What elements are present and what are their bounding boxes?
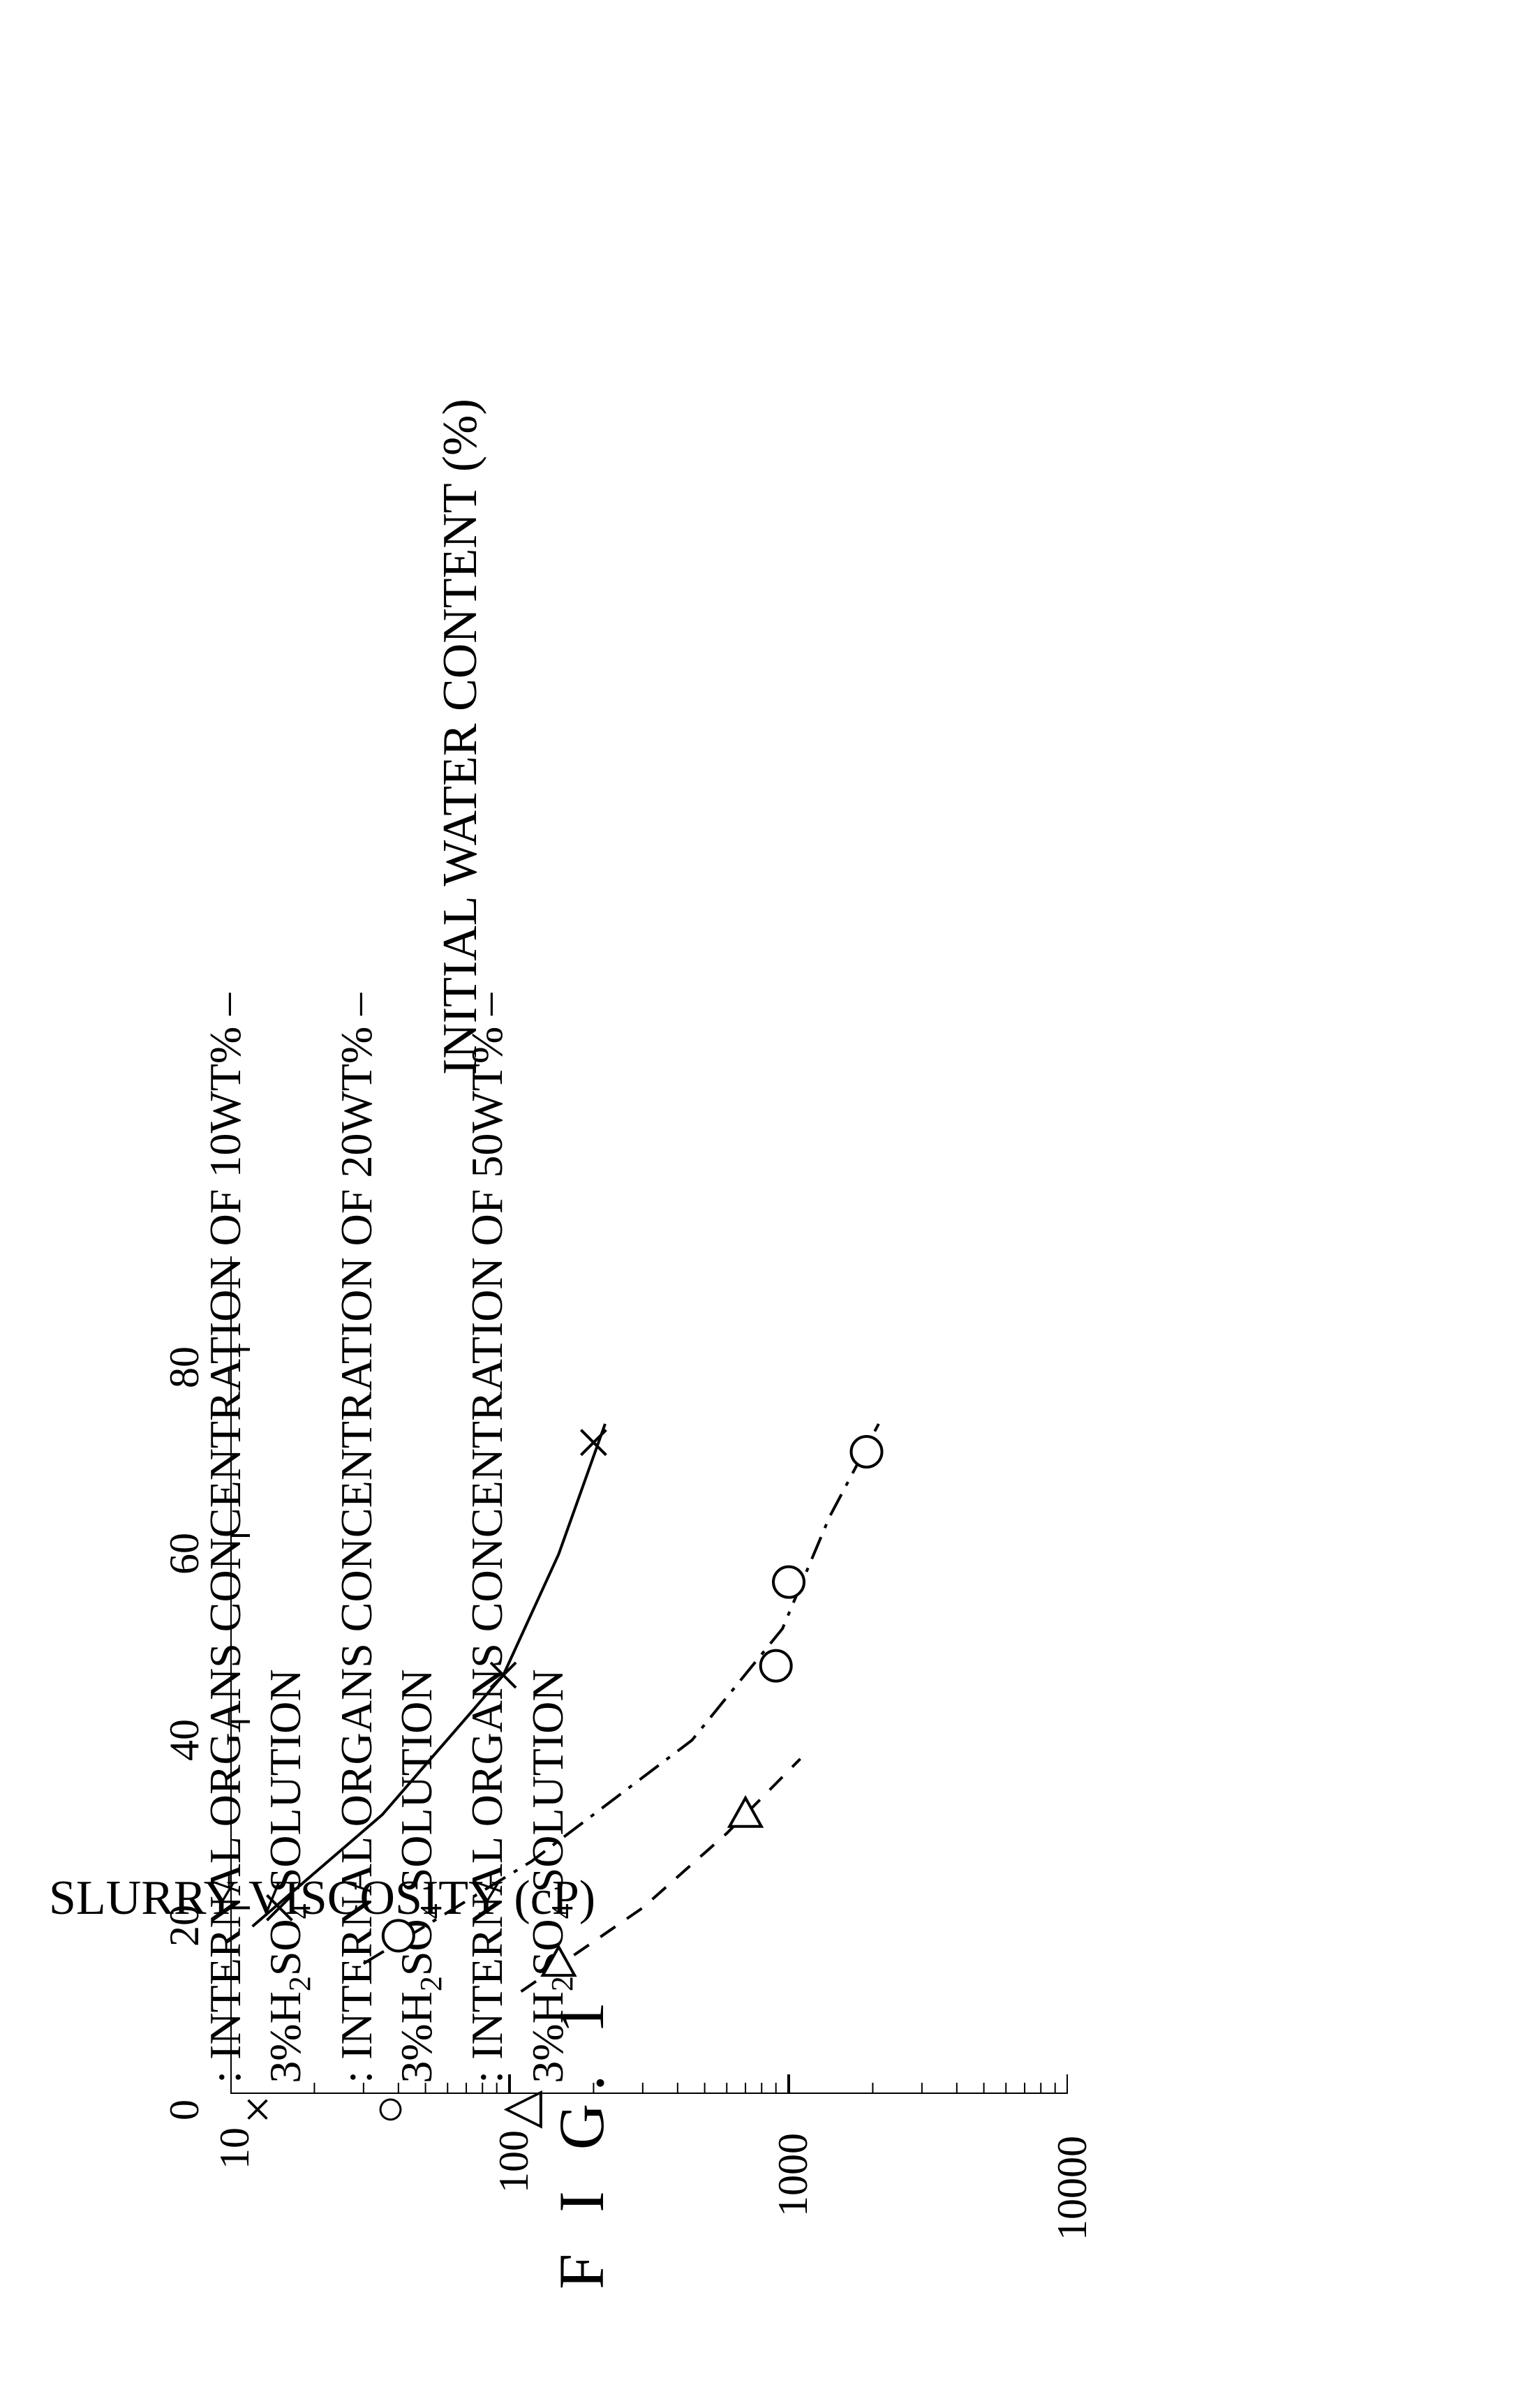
tick-label: 1000: [769, 2133, 817, 2217]
tick-label: 40: [161, 1719, 209, 1761]
tick-label: 20: [161, 1905, 209, 1947]
x-axis-label: INITIAL WATER CONTENT (%): [433, 399, 489, 1075]
tick-label: 100: [490, 2130, 538, 2193]
tick-label: 60: [161, 1533, 209, 1575]
chart: [230, 1256, 1068, 2094]
tick-label: 10000: [1048, 2136, 1097, 2240]
tick-label: 80: [161, 1346, 209, 1388]
tick-label: 0: [161, 2099, 209, 2120]
tick-label: 10: [211, 2127, 259, 2169]
